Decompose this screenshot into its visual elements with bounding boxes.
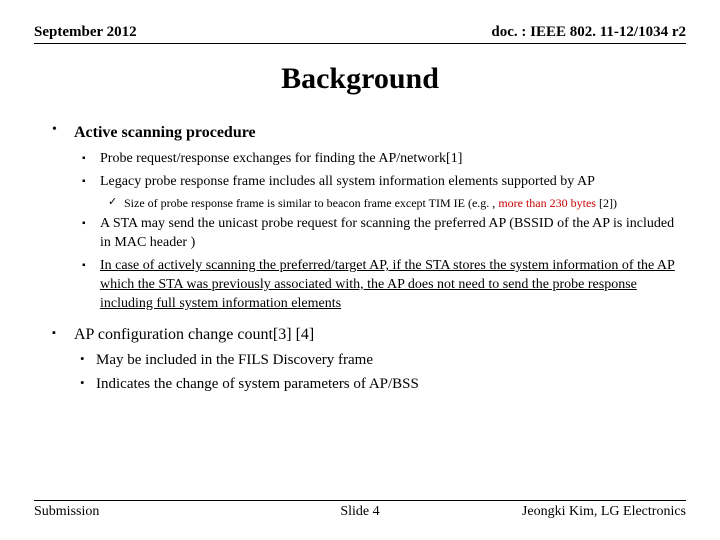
footer-author: Jeongki Kim, LG Electronics [522,504,686,520]
header: September 2012 doc. : IEEE 802. 11-12/10… [34,24,686,44]
section-1-list: Probe request/response exchanges for fin… [74,150,686,313]
section-2-heading: AP configuration change count[3] [4] [74,326,314,343]
list-item: Probe request/response exchanges for fin… [74,150,686,169]
sub-note-highlight: more than 230 bytes [498,196,596,210]
page-title: Background [34,62,686,96]
sub-note: Size of probe response frame is similar … [100,195,686,211]
list-item: May be included in the FILS Discovery fr… [74,350,686,371]
sub-note-prefix: Size of probe response frame is similar … [124,196,498,210]
section-1-heading: Active scanning procedure [74,124,256,141]
footer-left: Submission [34,504,99,520]
header-doc-id: doc. : IEEE 802. 11-12/1034 r2 [491,24,686,41]
sub-note-list: Size of probe response frame is similar … [100,195,686,211]
list-item: In case of actively scanning the preferr… [74,257,686,314]
list-item: Legacy probe response frame includes all… [74,173,686,211]
header-date: September 2012 [34,24,137,41]
list-item-text: May be included in the FILS Discovery fr… [96,352,373,368]
footer: Submission Slide 4 Jeongki Kim, LG Elect… [34,500,686,520]
section-1: Active scanning procedure Probe request/… [34,122,686,314]
list-item-text: Indicates the change of system parameter… [96,376,419,392]
list-item: Indicates the change of system parameter… [74,374,686,395]
list-item-text: Probe request/response exchanges for fin… [100,151,462,166]
sub-note-suffix: [2]) [596,196,617,210]
list-item-text-underlined: In case of actively scanning the preferr… [100,258,675,311]
section-2-list: May be included in the FILS Discovery fr… [74,350,686,395]
list-item-text: A STA may send the unicast probe request… [100,216,674,250]
section-2: AP configuration change count[3] [4] May… [34,324,686,395]
list-item: A STA may send the unicast probe request… [74,215,686,253]
list-item-text: Legacy probe response frame includes all… [100,174,595,189]
